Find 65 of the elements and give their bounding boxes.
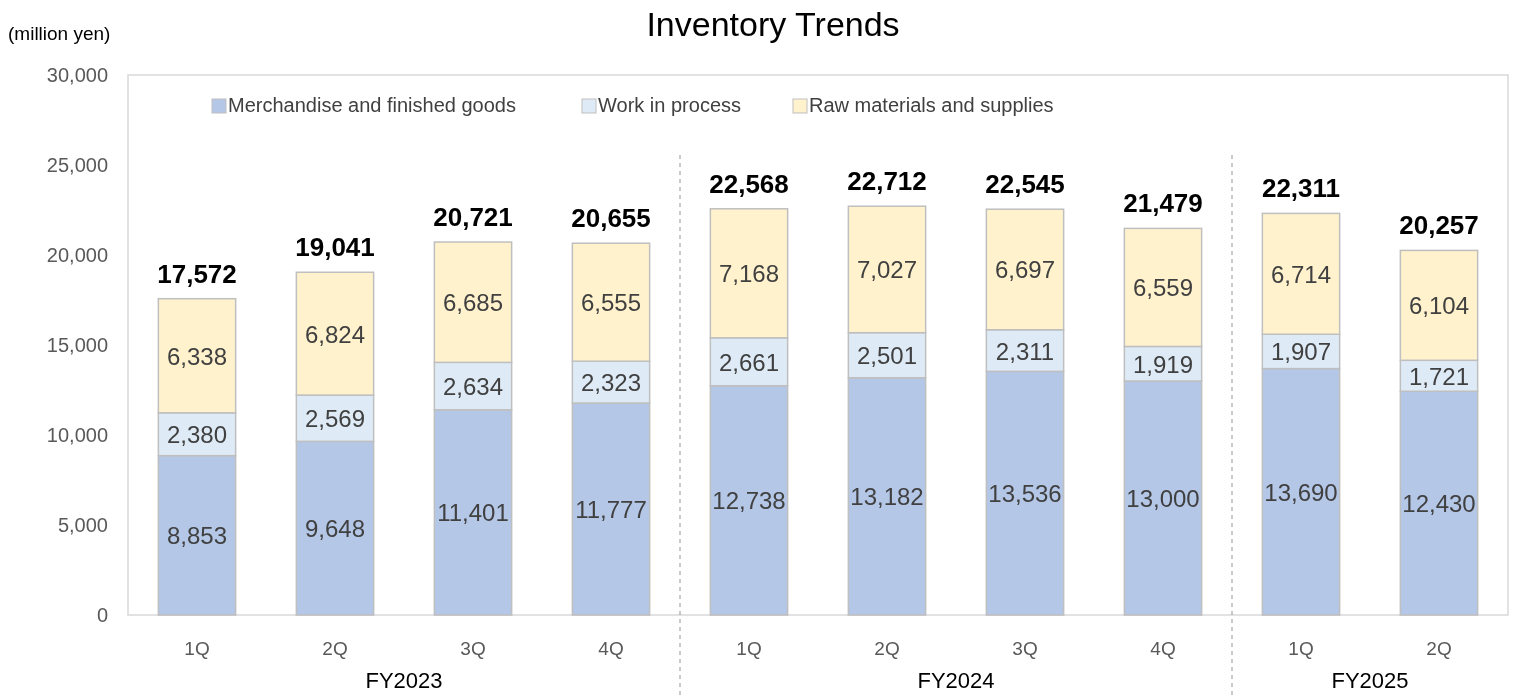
legend-label: Work in process (598, 94, 742, 116)
data-label: 6,559 (1132, 274, 1194, 302)
total-label: 20,655 (571, 203, 651, 234)
data-label: 7,027 (856, 256, 918, 284)
y-tick-label: 20,000 (46, 244, 108, 266)
data-label: 8,853 (166, 522, 228, 550)
x-tick-label: 3Q (1012, 638, 1038, 659)
x-tick-label: 1Q (1288, 638, 1314, 659)
text: FY2023 (365, 668, 443, 693)
y-tick-label: 15,000 (46, 334, 108, 356)
data-label: 11,777 (575, 496, 647, 524)
total-label: 22,311 (1261, 173, 1341, 204)
data-label: 7,168 (718, 260, 780, 288)
total-label: 19,041 (295, 232, 375, 263)
total-label: 20,721 (433, 202, 513, 233)
data-label: 6,685 (442, 289, 504, 317)
data-label: 6,824 (304, 320, 366, 348)
data-label: 6,104 (1408, 292, 1470, 320)
x-tick-label: 4Q (1150, 638, 1176, 659)
data-label: 1,907 (1270, 338, 1332, 366)
data-label: 2,569 (304, 405, 366, 433)
x-tick-label: 2Q (874, 638, 900, 659)
x-tick-label: 1Q (736, 638, 762, 659)
total-label: 17,572 (157, 258, 237, 289)
data-label: 13,000 (1126, 485, 1200, 512)
y-tick-label: 10,000 (46, 424, 108, 446)
x-tick-label: 2Q (322, 638, 348, 659)
data-label: 6,697 (994, 256, 1056, 284)
x-tick-label: 1Q (184, 638, 210, 659)
y-tick-label: 30,000 (46, 64, 108, 86)
data-label: 6,555 (580, 289, 642, 317)
total-label: 22,712 (847, 166, 927, 197)
data-label: 13,690 (1264, 478, 1338, 506)
text: FY2024 (917, 668, 995, 693)
x-tick-label: 3Q (460, 638, 486, 659)
legend-label: Merchandise and finished goods (228, 94, 516, 116)
data-label: 12,738 (712, 487, 786, 515)
y-tick-label: 25,000 (46, 154, 108, 176)
text: FY2025 (1331, 668, 1409, 693)
total-label: 22,545 (985, 169, 1065, 200)
x-tick-label: 2Q (1426, 638, 1452, 659)
data-label: 2,661 (718, 348, 780, 376)
y-axis-title: (million yen) (8, 23, 111, 44)
total-label: 21,479 (1123, 188, 1203, 219)
data-label: 2,380 (166, 421, 228, 449)
data-label: 1,919 (1132, 350, 1194, 378)
data-label: 2,323 (580, 369, 642, 397)
data-label: 1,721 (1408, 362, 1470, 390)
data-label: 12,430 (1402, 490, 1476, 518)
chart-title: Inventory Trends (646, 5, 900, 43)
data-label: 13,536 (988, 480, 1062, 508)
data-label: 9,648 (304, 515, 366, 543)
data-label: 6,714 (1270, 260, 1332, 288)
legend-label: Raw materials and supplies (809, 94, 1054, 116)
data-label: 2,311 (995, 337, 1055, 365)
total-label: 20,257 (1399, 210, 1479, 241)
data-label: 6,338 (166, 342, 228, 370)
x-tick-label: 4Q (598, 638, 624, 659)
data-label: 2,501 (856, 342, 918, 370)
total-label: 22,568 (709, 168, 789, 199)
data-label: 11,401 (437, 499, 509, 527)
data-label: 13,182 (850, 483, 924, 511)
data-label: 2,634 (442, 373, 504, 401)
y-tick-label: 5,000 (57, 514, 108, 536)
y-tick-label: 0 (96, 604, 108, 626)
